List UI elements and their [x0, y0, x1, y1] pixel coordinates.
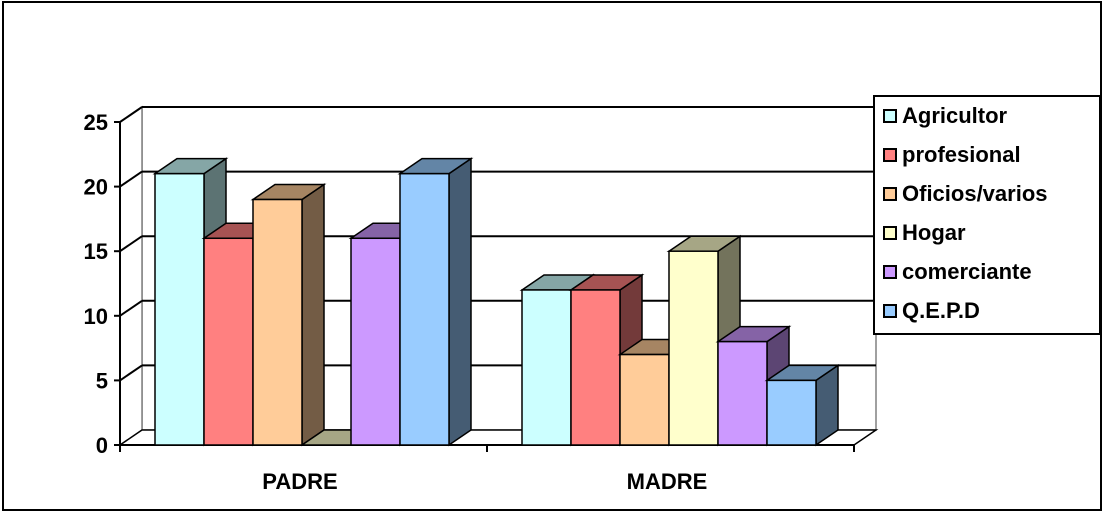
bar-padre-agricultor-front: [154, 172, 205, 446]
legend-swatch-agricultor: [883, 109, 897, 123]
legend-label-qepd: Q.E.P.D: [902, 298, 980, 323]
bar-padre-q-e-p-d: [397, 157, 474, 447]
y-tick-label-20: 20: [84, 175, 108, 200]
legend-swatch-oficios-varios: [883, 187, 897, 201]
legend-item-qepd: Q.E.P.D: [883, 296, 980, 326]
legend-label-hogar: Hogar: [902, 220, 966, 245]
bar-madre-oficios-varios-front: [619, 353, 670, 446]
legend-item-profesional: profesional: [883, 140, 1021, 170]
legend-swatch-hogar: [883, 226, 897, 240]
legend-swatch-profesional: [883, 148, 897, 162]
legend-label-agricultor: Agricultor: [902, 103, 1008, 128]
bar-padre-q-e-p-d-front: [399, 172, 450, 446]
gridline-side-5: [119, 364, 143, 382]
legend: Agricultor profesional Oficios/varios Ho…: [873, 95, 1101, 335]
gridline-side-20: [119, 170, 143, 188]
bar-padre-oficios-varios-side: [301, 183, 325, 447]
bar-madre-comerciante-front: [717, 340, 768, 446]
gridline-side-10: [119, 299, 143, 317]
x-tick-label-padre: PADRE: [262, 469, 337, 494]
side-wall: [119, 105, 143, 447]
bar-madre-q-e-p-d-front: [766, 379, 817, 446]
bar-madre-hogar: [666, 234, 743, 447]
legend-label-profesional: profesional: [902, 142, 1021, 167]
legend-swatch-comerciante: [883, 265, 897, 279]
legend-swatch-qepd: [883, 304, 897, 318]
x-tick-label-madre: MADRE: [627, 469, 708, 494]
gridline-side-25: [119, 106, 143, 123]
bar-padre-q-e-p-d-side: [448, 157, 472, 447]
y-tick-label-10: 10: [84, 304, 108, 329]
y-tick-label-25: 25: [84, 110, 108, 135]
bar-madre-q-e-p-d: [764, 363, 841, 447]
bar-madre-hogar-front: [668, 250, 719, 446]
legend-item-hogar: Hogar: [883, 218, 966, 248]
legend-label-comerciante: comerciante: [902, 259, 1032, 284]
y-tick-label-5: 5: [96, 368, 108, 393]
legend-label-oficios-varios: Oficios/varios: [902, 181, 1048, 206]
bar-padre-oficios-varios: [250, 183, 327, 447]
bar-madre-profesional-front: [570, 289, 621, 446]
gridline-side-15: [119, 235, 143, 253]
bar-padre-comerciante-front: [350, 237, 401, 446]
legend-item-agricultor: Agricultor: [883, 101, 1007, 131]
legend-item-oficios-varios: Oficios/varios: [883, 179, 1048, 209]
y-tick-label-0: 0: [96, 433, 108, 458]
bar-madre-agricultor-front: [521, 289, 572, 446]
legend-item-comerciante: comerciante: [883, 257, 1032, 287]
bar-padre-profesional-front: [203, 237, 254, 446]
y-tick-label-15: 15: [84, 239, 108, 264]
bar-padre-oficios-varios-front: [252, 198, 303, 446]
